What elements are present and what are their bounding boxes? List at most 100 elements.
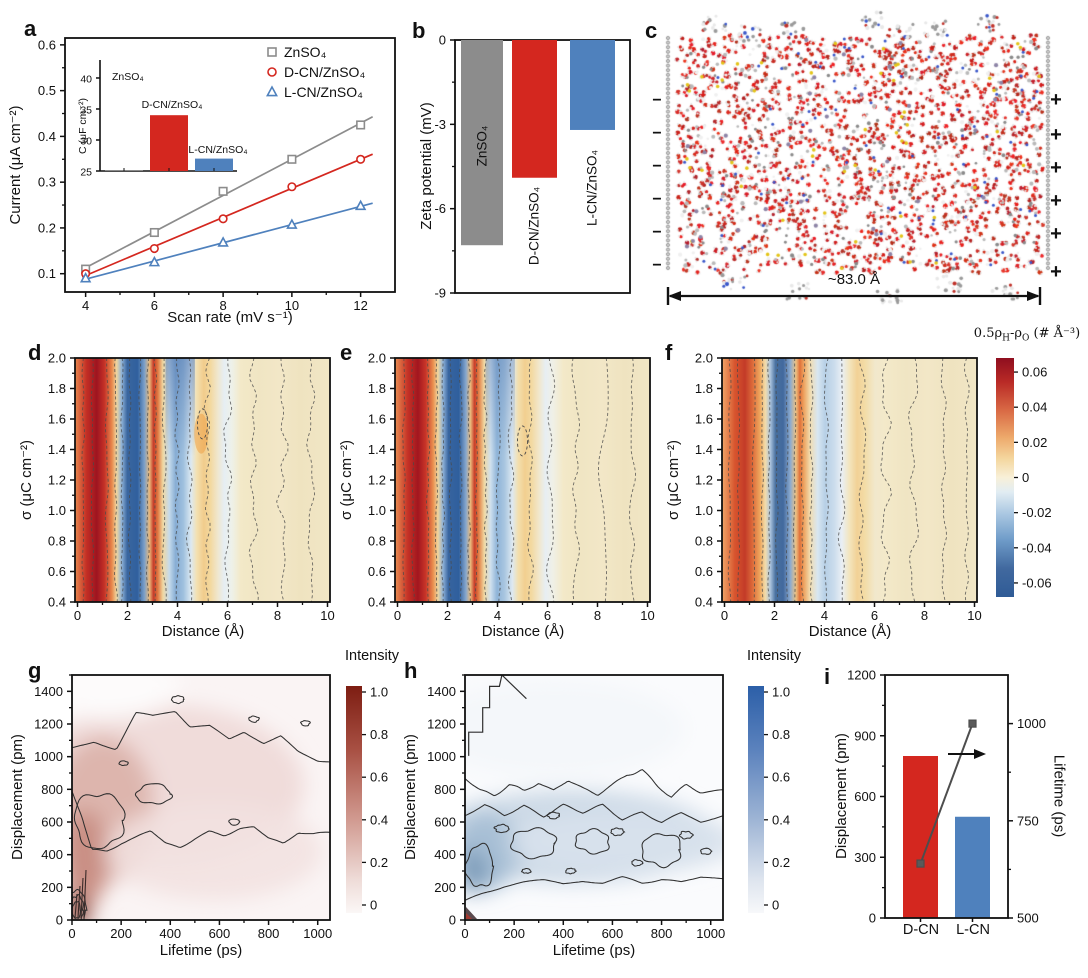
svg-text:1000: 1000	[427, 749, 456, 764]
svg-text:-0.06: -0.06	[1022, 575, 1052, 590]
svg-text:0.6: 0.6	[368, 564, 386, 579]
svg-text:0.4: 0.4	[772, 812, 790, 827]
svg-text:1.8: 1.8	[48, 381, 66, 396]
svg-text:1200: 1200	[34, 717, 63, 732]
svg-text:-9: -9	[434, 286, 446, 301]
svg-text:40: 40	[80, 73, 92, 85]
svg-text:−: −	[652, 92, 661, 109]
i-right-y-axis-label: Lifetime (ps)	[1050, 754, 1068, 838]
a-legend-item-dcn: D-CN/ZnSO₄	[284, 64, 366, 80]
panel-label-g: g	[28, 658, 42, 683]
svg-text:400: 400	[159, 926, 181, 941]
svg-text:1.0: 1.0	[48, 503, 66, 518]
svg-text:−: −	[652, 191, 661, 208]
svg-text:200: 200	[41, 880, 63, 895]
svg-text:0.6: 0.6	[48, 564, 66, 579]
svg-text:8: 8	[220, 298, 227, 313]
svg-text:2: 2	[124, 608, 131, 623]
svg-text:0.4: 0.4	[368, 595, 386, 610]
svg-text:200: 200	[110, 926, 132, 941]
svg-text:0.02: 0.02	[1022, 435, 1047, 450]
svg-text:2: 2	[444, 608, 451, 623]
svg-text:0: 0	[56, 913, 63, 928]
md-snapshot-canvas	[660, 8, 1080, 308]
f-x-axis-label: Distance (Å)	[808, 622, 892, 640]
svg-text:-0.02: -0.02	[1022, 505, 1052, 520]
panel-h-plot	[465, 675, 723, 920]
svg-text:+: +	[1050, 190, 1062, 212]
svg-text:1.4: 1.4	[368, 442, 386, 457]
svg-text:200: 200	[434, 880, 456, 895]
e-x-axis-label: Distance (Å)	[481, 622, 565, 640]
svg-text:+: +	[1050, 261, 1062, 283]
svg-text:0.8: 0.8	[772, 727, 790, 742]
svg-text:0.2: 0.2	[38, 220, 56, 235]
panel-g-plot	[72, 675, 330, 920]
def-colorbar: 0.06 0.04 0.02 0 -0.02 -0.04 -0.06	[996, 358, 1052, 597]
a-y-axis-label: Current (μA cm⁻²)	[6, 105, 24, 225]
svg-text:0.4: 0.4	[38, 129, 56, 144]
panel-a-plot: 4 6 8 10 12 0.1 0.2 0.3 0.4 0.5 0.6 25 30 35 40	[38, 37, 396, 313]
svg-text:200: 200	[503, 926, 525, 941]
svg-text:0: 0	[772, 898, 779, 913]
svg-text:+: +	[1050, 157, 1062, 179]
b-bar-label-znso4: ZnSO₄	[474, 125, 490, 167]
a-inset-bar-label-lcn: L-CN/ZnSO₄	[188, 144, 248, 156]
svg-text:1.4: 1.4	[695, 442, 713, 457]
svg-text:−: −	[652, 257, 661, 274]
svg-text:1.2: 1.2	[48, 473, 66, 488]
svg-text:0: 0	[721, 608, 728, 623]
svg-text:0.04: 0.04	[1022, 400, 1047, 415]
svg-text:1.0: 1.0	[368, 503, 386, 518]
svg-text:6: 6	[544, 608, 551, 623]
svg-text:800: 800	[258, 926, 280, 941]
svg-text:0: 0	[68, 926, 75, 941]
svg-text:+: +	[1050, 124, 1062, 146]
svg-text:600: 600	[209, 926, 231, 941]
svg-text:600: 600	[41, 815, 63, 830]
svg-text:2.0: 2.0	[695, 351, 713, 366]
d-y-axis-label: σ (μC cm⁻²)	[17, 440, 35, 520]
svg-text:1.8: 1.8	[695, 381, 713, 396]
svg-text:800: 800	[651, 926, 673, 941]
svg-text:10: 10	[285, 298, 299, 313]
svg-text:1.2: 1.2	[695, 473, 713, 488]
svg-text:0: 0	[439, 33, 446, 48]
svg-text:+: +	[1050, 89, 1062, 111]
panel-label-e: e	[340, 340, 353, 365]
h-colorbar-title: Intensity	[747, 648, 801, 665]
panel-e-plot: 0 2 4 6 8 10 0.4 0.6 0.8 1.0 1.2 1.4 1.6 1.8 2.0	[368, 351, 655, 624]
svg-text:500: 500	[1017, 911, 1039, 926]
svg-text:0.3: 0.3	[38, 175, 56, 190]
a-inset-y-axis-label: C (μF cm⁻²)	[77, 98, 90, 154]
def-colorbar-title: 0.5ρH-ρO (# Å⁻³)	[966, 326, 1088, 344]
a-legend-item-znso4: ZnSO₄	[284, 44, 327, 60]
panel-label-a: a	[24, 16, 37, 41]
svg-text:0.4: 0.4	[48, 595, 66, 610]
def-colorbar-title-p1: 0.5ρ	[973, 326, 1003, 341]
svg-text:2.0: 2.0	[368, 351, 386, 366]
svg-text:0.4: 0.4	[695, 595, 713, 610]
svg-text:1.0: 1.0	[695, 503, 713, 518]
c-box-width-label: ~83.0 Å	[827, 270, 881, 288]
h-y-axis-label: Displacement (pm)	[401, 734, 419, 860]
d-x-axis-label: Distance (Å)	[161, 622, 245, 640]
i-category-label-dcn: D-CN	[902, 922, 940, 939]
svg-text:0: 0	[869, 911, 876, 926]
svg-text:+: +	[1050, 223, 1062, 245]
svg-text:10: 10	[320, 608, 334, 623]
svg-text:900: 900	[854, 728, 876, 743]
panel-label-f: f	[665, 340, 673, 365]
svg-text:1000: 1000	[1017, 716, 1046, 731]
panel-label-h: h	[404, 658, 418, 683]
svg-text:1400: 1400	[34, 684, 63, 699]
svg-text:1400: 1400	[427, 684, 456, 699]
e-y-axis-label: σ (μC cm⁻²)	[337, 440, 355, 520]
panel-g-axes: 0 200 400 600 800 1000 0 200 400 600 800 1000 1200 14…	[34, 674, 332, 941]
svg-text:400: 400	[41, 847, 63, 862]
b-bar-label-lcn: L-CN/ZnSO₄	[584, 149, 600, 227]
svg-text:0.5: 0.5	[38, 83, 56, 98]
a-legend-item-lcn: L-CN/ZnSO₄	[284, 84, 363, 100]
def-colorbar-title-sub-h: H	[1002, 333, 1010, 344]
